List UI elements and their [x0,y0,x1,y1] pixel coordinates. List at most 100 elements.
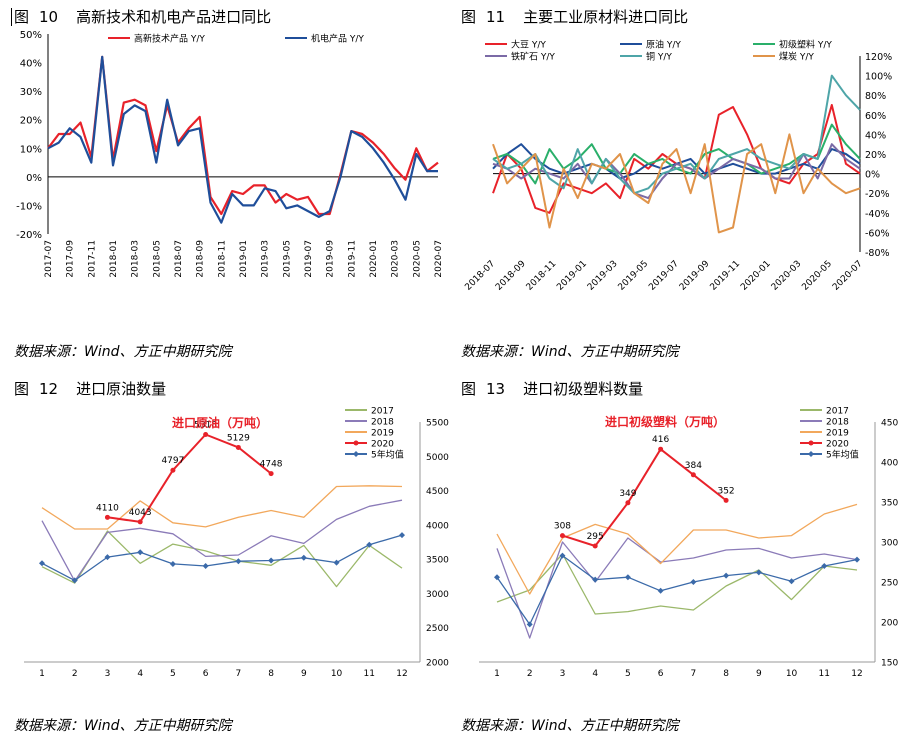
fig11-legend-soybean-label: 大豆 Y/Y [511,39,546,51]
fig13-point-avg5y [657,587,664,594]
fig12-xtick: 12 [396,669,407,679]
fig12-point-2020 [104,514,110,520]
fig13-point-avg5y [592,576,599,583]
fig13-ytick: 150 [881,659,898,669]
fig11-legend-plastic-label: 初级塑料 Y/Y [779,39,832,51]
fig12-point-avg5y [268,557,275,564]
fig12-data-label: 4110 [96,503,119,513]
fig12-xtick: 7 [235,669,241,679]
fig12-xtick: 4 [137,669,143,679]
fig13-ytick: 200 [881,619,898,629]
fig10-ytick: 0% [26,173,42,184]
fig11-source: 数据来源：Wind、方正中期研究院 [461,344,679,360]
fig11-xtick: 2019-11 [708,259,742,293]
fig12-inner-title: 进口原油（万吨） [172,415,268,430]
fig13-xtick: 5 [625,669,631,679]
fig11-legend-crude-label: 原油 Y/Y [646,39,681,51]
fig13-point-avg5y [559,552,566,559]
fig12-data-label: 5318 [194,420,217,430]
fig12-xtick: 3 [105,669,111,679]
fig11-ytick: 80% [865,91,886,102]
fig13-xtick: 7 [690,669,696,679]
fig13-xtick: 2 [527,669,533,679]
fig11-series-ironore [492,143,861,200]
fig11-number: 11 [486,8,506,26]
fig12-ytick: 4000 [426,521,449,531]
fig13-point-2020 [559,533,565,539]
fig11-series-soybean [492,104,861,214]
fig12-point-2020 [235,444,241,450]
fig13-data-label: 308 [554,522,571,532]
fig12-xtick: 10 [331,669,343,679]
fig12-xtick: 5 [170,669,176,679]
fig11-ytick: -80% [865,248,890,259]
fig12-ytick: 2500 [426,624,449,634]
fig12-data-label: 4797 [161,456,184,466]
fig12-label: 图 [14,380,30,398]
fig10-xtick: 2020-03 [391,240,401,278]
fig11-xtick: 2019-07 [647,259,681,293]
fig13-legend-2020-label: 2020 [826,440,849,450]
fig11-xtick: 2019-01 [555,259,589,293]
fig13-xtick: 11 [819,669,830,679]
fig12-xtick: 1 [39,669,45,679]
fig13-xtick: 10 [786,669,798,679]
fig11-xtick: 2018-07 [463,259,497,293]
fig13-number: 13 [486,380,506,398]
fig13-xtick: 9 [756,669,762,679]
fig12-ytick: 4500 [426,487,449,497]
fig12-point-avg5y [235,558,242,565]
fig12-source: 数据来源：Wind、方正中期研究院 [14,718,232,734]
fig13-ytick: 400 [881,459,898,469]
fig11-xtick: 2018-09 [494,259,528,293]
fig12-ytick: 5500 [426,419,449,429]
fig12-point-avg5y [104,554,111,561]
fig13-ytick: 300 [881,539,898,549]
fig13-point-2020 [690,472,696,478]
fig10-xtick: 2018-05 [152,240,162,278]
fig12-point-avg5y [399,532,405,539]
fig10-series-mechelec [47,55,438,224]
fig10-ytick: 30% [20,87,42,98]
fig13-point-avg5y [526,621,533,628]
fig11-xtick: 2018-11 [525,259,559,293]
fig10-xtick: 2017-09 [66,240,76,278]
fig13-label: 图 [461,380,477,398]
fig13-inner-title: 进口初级塑料（万吨） [605,414,725,429]
fig10-xtick: 2019-11 [347,240,357,278]
fig11-xtick: 2020-01 [739,259,773,293]
fig12-legend-avg5y-label: 5年均值 [371,449,404,461]
fig12-xtick: 8 [268,669,274,679]
fig10-xtick: 2019-01 [239,240,249,278]
fig13-point-avg5y [723,572,730,579]
fig10-series-hitech [47,55,439,216]
fig12-ytick: 3500 [426,556,449,566]
fig12-series-2018 [41,499,403,582]
fig13-xtick: 1 [494,669,500,679]
fig12-point-avg5y [202,563,209,569]
fig11-xtick: 2019-09 [678,259,712,293]
fig12-legend-2018-label: 2018 [371,418,394,428]
fig12-ytick: 5000 [426,453,449,463]
fig10-xtick: 2020-07 [434,240,444,278]
fig11-ytick: 100% [865,72,892,83]
fig13-series-2018 [496,537,858,639]
fig13-title-text: 进口初级塑料数量 [523,380,644,398]
fig10-xtick: 2020-05 [412,240,422,278]
fig11-ytick: 40% [865,130,886,141]
fig11-xtick: 2020-07 [831,259,865,293]
fig13-xtick: 12 [851,669,862,679]
fig12-point-avg5y [366,541,373,548]
fig13-xtick: 8 [723,669,729,679]
fig10-source: 数据来源：Wind、方正中期研究院 [14,344,232,360]
fig10-xtick: 2019-05 [282,240,292,278]
fig12-number: 12 [39,380,59,398]
fig13-point-2020 [723,497,729,503]
fig10-xtick: 2019-07 [304,240,314,278]
fig10-ytick: 40% [20,59,42,70]
fig11-ytick: -20% [865,189,890,200]
fig10-ytick: -10% [16,201,42,212]
fig12-series-avg5y [41,534,403,582]
fig13-xtick: 4 [592,669,598,679]
